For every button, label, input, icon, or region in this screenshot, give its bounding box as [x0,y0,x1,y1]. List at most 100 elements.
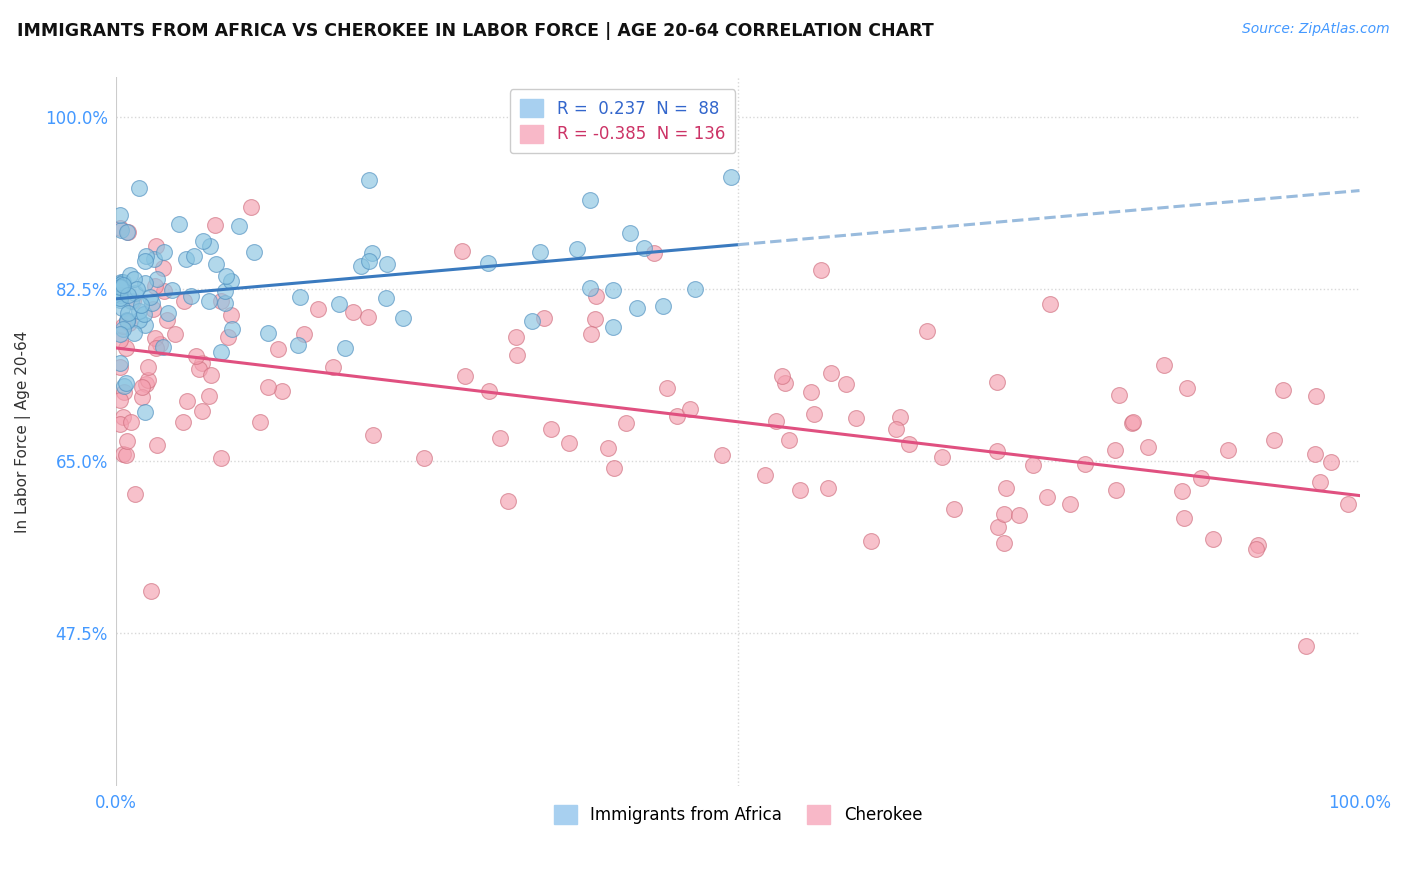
Point [860,534,883,549]
Point [134,254,156,268]
Point [1121,416,1143,430]
Point [128,180,150,194]
Point [120,415,142,429]
Point [810,263,832,277]
Point [256,380,278,394]
Point [114,376,136,390]
Point [412,451,434,466]
Point [139,290,162,304]
Point [108,293,131,307]
Point [110,360,132,375]
Point [931,450,953,464]
Point [122,326,145,340]
Point [127,282,149,296]
Point [800,385,823,400]
Point [108,291,131,305]
Point [135,249,157,263]
Point [214,269,236,284]
Point [156,306,179,320]
Point [1035,490,1057,504]
Point [579,280,602,294]
Point [477,256,499,270]
Point [112,379,135,393]
Point [1173,511,1195,525]
Point [143,279,166,293]
Point [112,385,135,400]
Point [328,297,350,311]
Point [350,260,373,274]
Point [243,245,266,260]
Point [131,390,153,404]
Point [1319,455,1341,469]
Point [288,290,311,304]
Point [198,389,221,403]
Point [239,200,262,214]
Point [186,349,208,363]
Point [111,410,134,425]
Point [111,277,134,292]
Point [294,326,316,341]
Point [1272,383,1295,397]
Point [520,314,543,328]
Point [122,272,145,286]
Point [110,208,132,222]
Point [915,324,938,338]
Point [1021,458,1043,472]
Point [1175,381,1198,395]
Point [533,310,555,325]
Point [505,330,527,344]
Point [1074,458,1097,472]
Point [183,249,205,263]
Point [1202,532,1225,546]
Point [188,362,211,376]
Point [257,326,280,340]
Point [1309,475,1331,490]
Point [357,254,380,268]
Point [160,283,183,297]
Point [141,295,163,310]
Point [357,310,380,324]
Point [143,252,166,266]
Point [124,487,146,501]
Point [361,428,384,442]
Point [817,482,839,496]
Point [986,444,1008,458]
Point [1104,442,1126,457]
Point [110,276,132,290]
Point [112,322,135,336]
Point [176,393,198,408]
Point [153,284,176,298]
Point [204,257,226,271]
Point [453,368,475,383]
Point [884,422,907,436]
Point [789,483,811,498]
Point [619,226,641,240]
Point [152,339,174,353]
Point [1218,442,1240,457]
Point [142,301,165,316]
Point [1189,470,1212,484]
Point [165,327,187,342]
Point [287,338,309,352]
Point [197,294,219,309]
Point [146,438,169,452]
Point [506,348,529,362]
Point [134,405,156,419]
Point [1303,446,1326,460]
Point [478,384,501,399]
Point [228,219,250,233]
Point [134,276,156,290]
Point [180,288,202,302]
Point [108,417,131,431]
Point [136,373,159,387]
Point [167,217,190,231]
Point [898,436,921,450]
Point [221,274,243,288]
Point [496,494,519,508]
Point [993,508,1015,522]
Point [1153,358,1175,372]
Point [209,293,232,308]
Point [193,234,215,248]
Point [603,460,626,475]
Point [209,345,232,359]
